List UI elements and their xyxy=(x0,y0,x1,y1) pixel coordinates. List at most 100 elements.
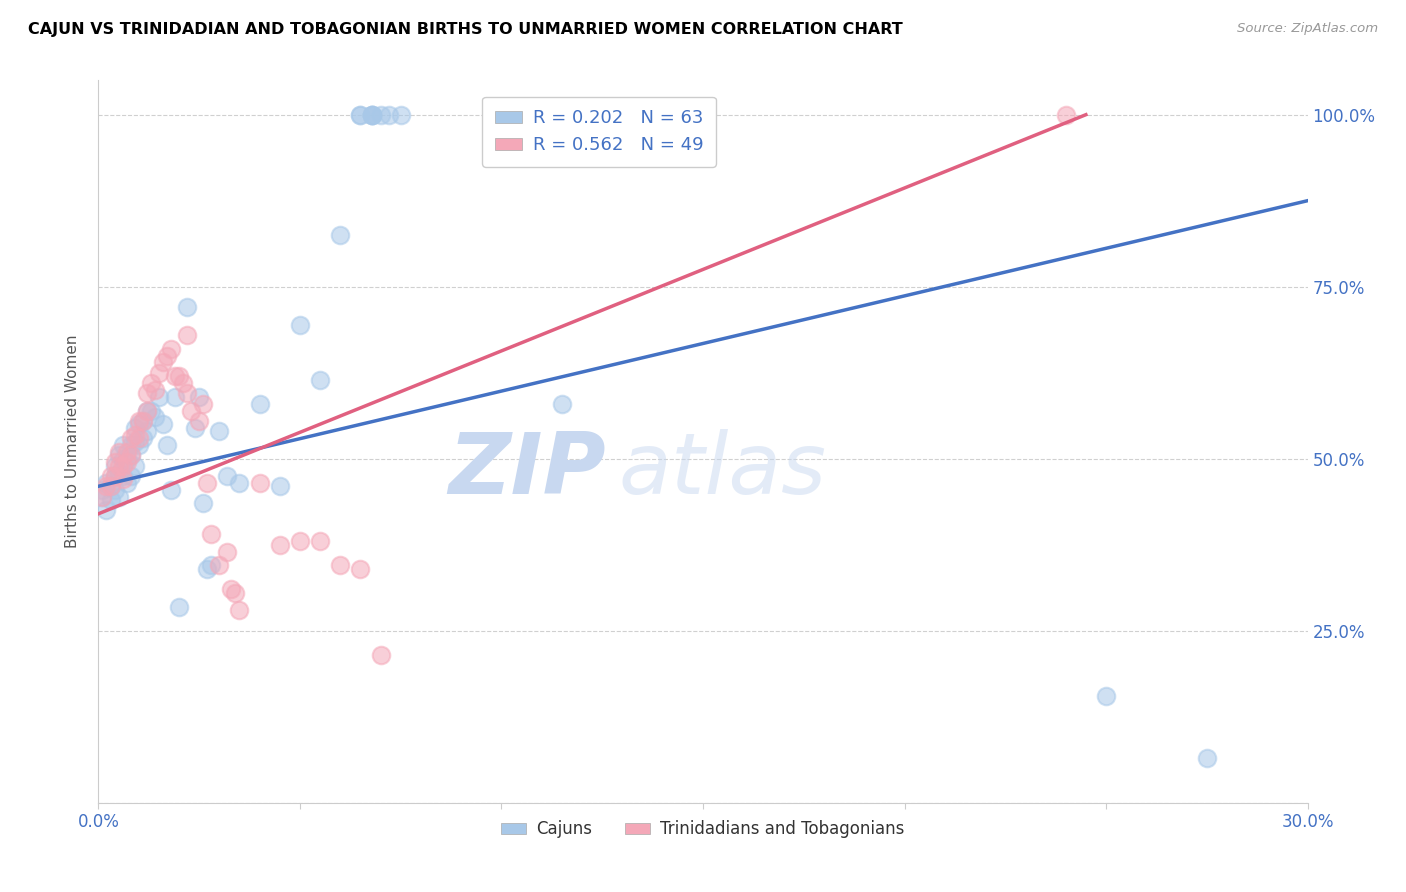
Text: ZIP: ZIP xyxy=(449,429,606,512)
Point xyxy=(103,469,125,483)
Point xyxy=(167,369,190,384)
Point xyxy=(111,472,134,486)
Point xyxy=(91,490,114,504)
Point xyxy=(120,469,142,483)
Point xyxy=(132,414,155,428)
Point xyxy=(309,373,332,387)
Point xyxy=(91,490,114,504)
Point xyxy=(329,228,352,243)
Point xyxy=(128,431,150,445)
Point xyxy=(349,108,371,122)
Point xyxy=(172,376,194,390)
Point xyxy=(148,366,170,380)
Point xyxy=(120,448,142,462)
Point xyxy=(200,527,222,541)
Point xyxy=(148,390,170,404)
Point xyxy=(124,421,146,435)
Point xyxy=(115,455,138,469)
Point xyxy=(128,417,150,432)
Point xyxy=(115,475,138,490)
Point xyxy=(124,458,146,473)
Point xyxy=(103,469,125,483)
Point xyxy=(249,475,271,490)
Point xyxy=(551,397,574,411)
Point xyxy=(188,390,211,404)
Point xyxy=(184,421,207,435)
Point xyxy=(96,475,118,490)
Point xyxy=(156,349,179,363)
Point xyxy=(111,438,134,452)
Point xyxy=(100,493,122,508)
Point xyxy=(139,403,162,417)
Point xyxy=(370,648,392,662)
Point xyxy=(221,582,243,597)
Point xyxy=(120,438,142,452)
Point xyxy=(103,483,125,497)
Point xyxy=(111,469,134,483)
Point xyxy=(377,108,399,122)
Point xyxy=(389,108,412,122)
Point xyxy=(107,445,129,459)
Point xyxy=(152,417,174,432)
Point xyxy=(361,108,384,122)
Text: Source: ZipAtlas.com: Source: ZipAtlas.com xyxy=(1237,22,1378,36)
Point xyxy=(111,458,134,473)
Point xyxy=(96,479,118,493)
Point xyxy=(249,397,271,411)
Point xyxy=(361,108,384,122)
Point xyxy=(180,403,202,417)
Point xyxy=(370,108,392,122)
Point xyxy=(103,458,125,473)
Point xyxy=(195,562,218,576)
Point xyxy=(195,475,218,490)
Point xyxy=(193,397,215,411)
Point xyxy=(309,534,332,549)
Point xyxy=(132,431,155,445)
Point xyxy=(107,458,129,473)
Point xyxy=(160,342,183,356)
Point xyxy=(167,599,190,614)
Point xyxy=(107,490,129,504)
Point xyxy=(124,434,146,449)
Point xyxy=(135,403,157,417)
Point xyxy=(152,355,174,369)
Point xyxy=(224,586,246,600)
Point xyxy=(193,496,215,510)
Point xyxy=(135,424,157,438)
Point xyxy=(163,390,186,404)
Point xyxy=(269,479,291,493)
Point xyxy=(208,424,231,438)
Point xyxy=(200,558,222,573)
Point xyxy=(100,479,122,493)
Point xyxy=(111,451,134,466)
Point xyxy=(228,475,250,490)
Point xyxy=(107,466,129,480)
Point xyxy=(176,386,198,401)
Point xyxy=(361,108,384,122)
Point xyxy=(1195,751,1218,765)
Point xyxy=(107,448,129,462)
Point xyxy=(100,479,122,493)
Point xyxy=(156,438,179,452)
Point xyxy=(103,455,125,469)
Point xyxy=(96,503,118,517)
Point xyxy=(143,410,166,425)
Legend: Cajuns, Trinidadians and Tobagonians: Cajuns, Trinidadians and Tobagonians xyxy=(495,814,911,845)
Point xyxy=(128,438,150,452)
Point xyxy=(132,414,155,428)
Point xyxy=(228,603,250,617)
Point xyxy=(124,427,146,442)
Point xyxy=(176,301,198,315)
Y-axis label: Births to Unmarried Women: Births to Unmarried Women xyxy=(65,334,80,549)
Point xyxy=(208,558,231,573)
Point xyxy=(349,562,371,576)
Point xyxy=(91,483,114,497)
Point xyxy=(329,558,352,573)
Point xyxy=(288,318,311,332)
Point xyxy=(163,369,186,384)
Point xyxy=(100,469,122,483)
Point xyxy=(1095,689,1118,703)
Point xyxy=(217,544,239,558)
Text: CAJUN VS TRINIDADIAN AND TOBAGONIAN BIRTHS TO UNMARRIED WOMEN CORRELATION CHART: CAJUN VS TRINIDADIAN AND TOBAGONIAN BIRT… xyxy=(28,22,903,37)
Point xyxy=(160,483,183,497)
